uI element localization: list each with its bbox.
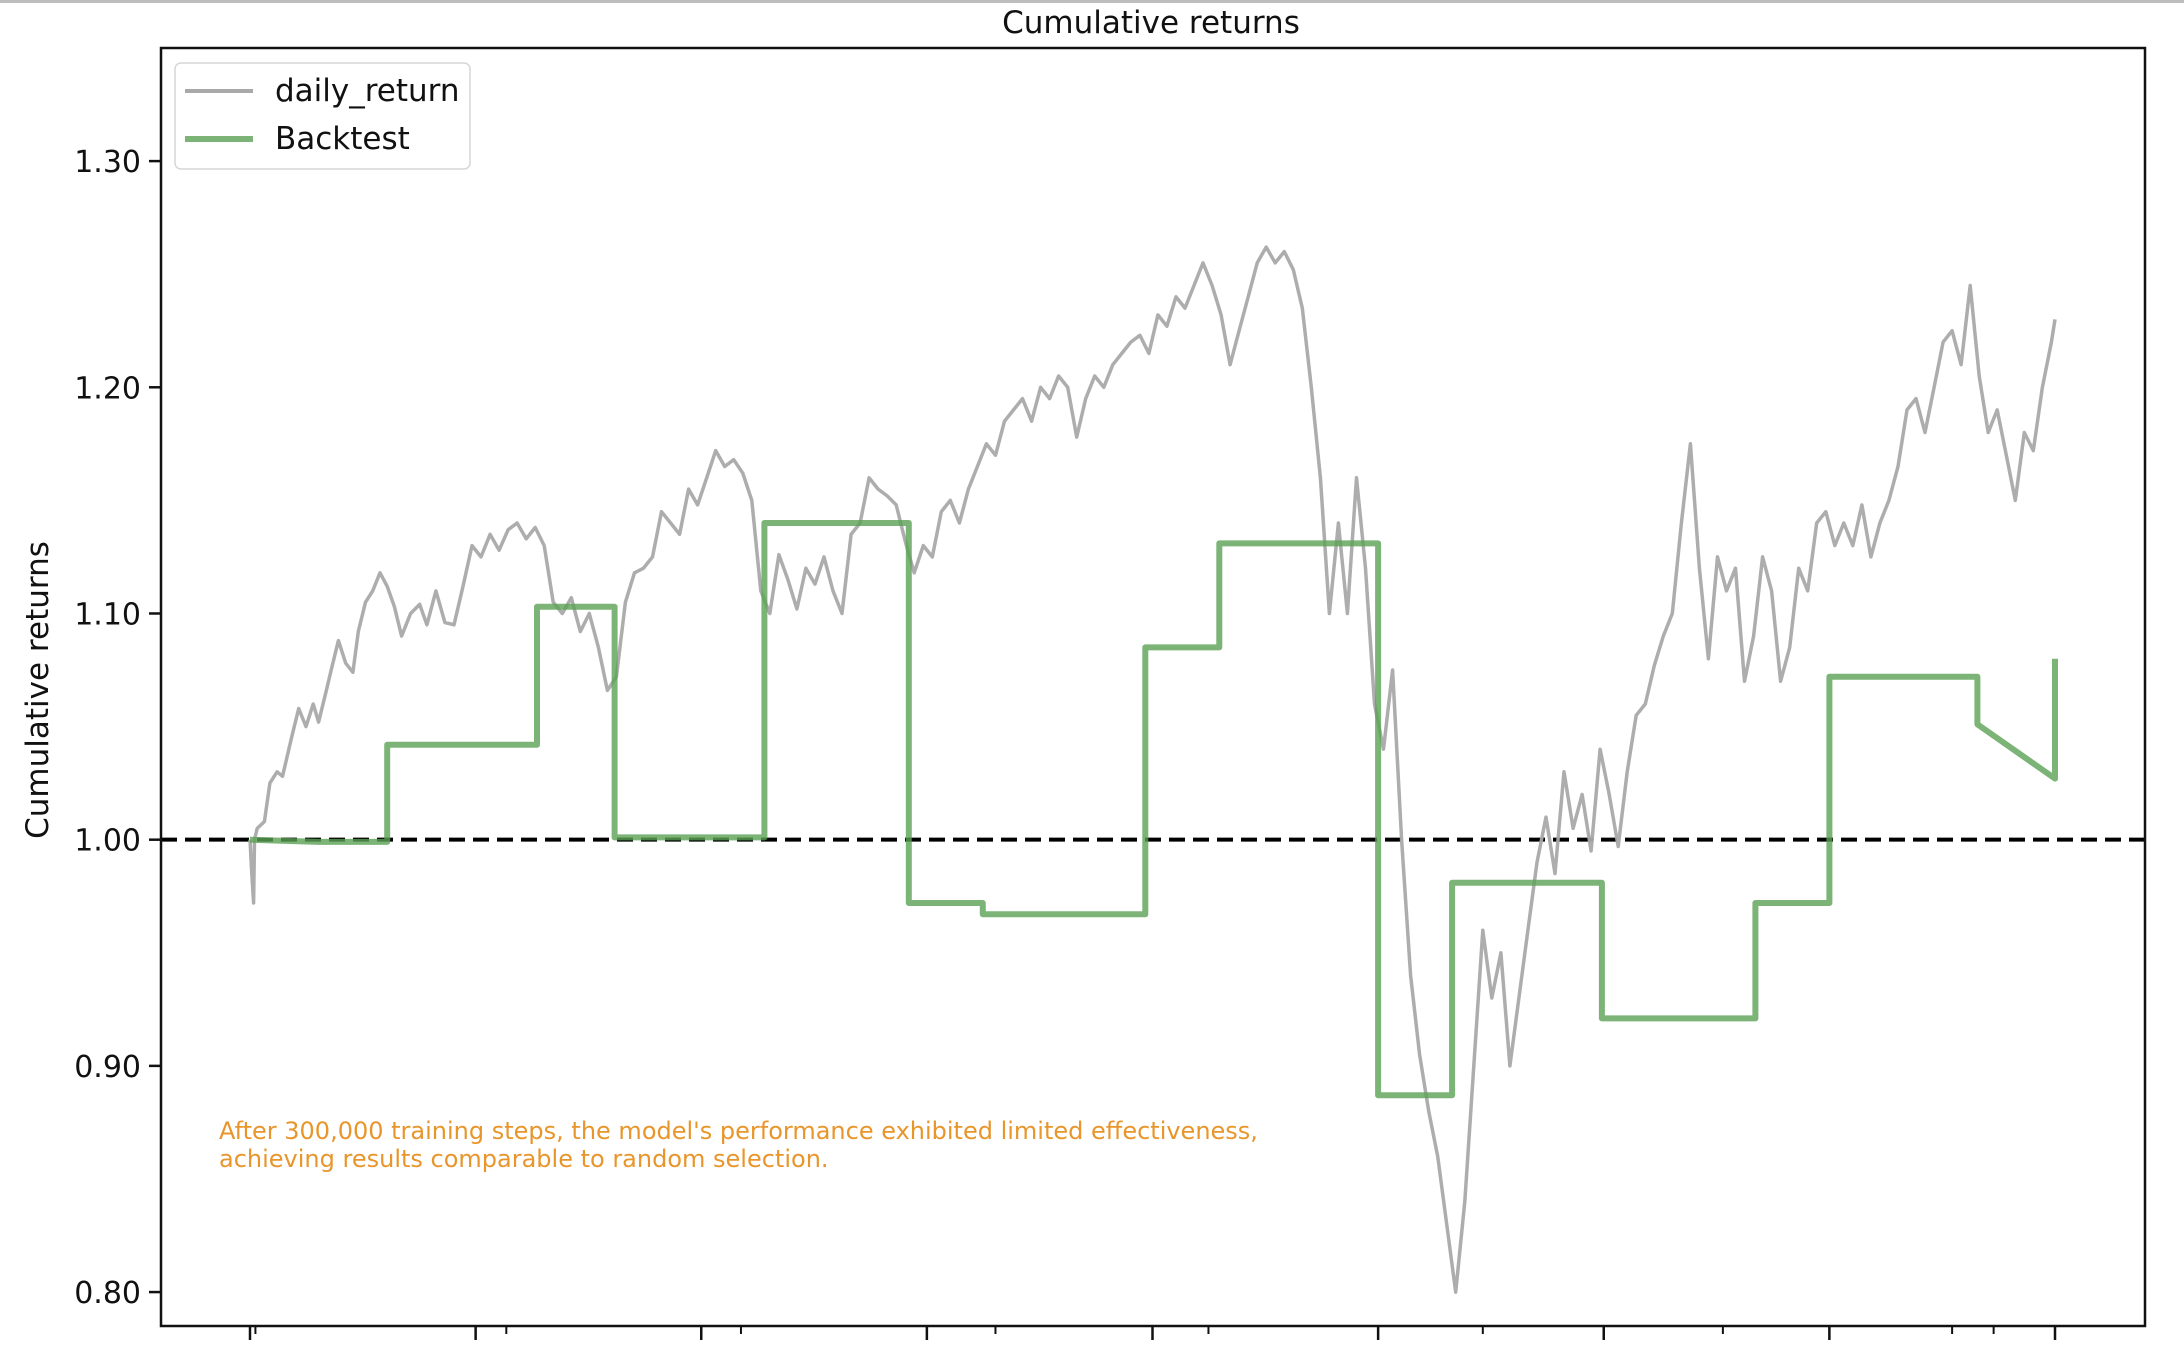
window-top-border: [0, 0, 2184, 3]
annotation-line-1: After 300,000 training steps, the model'…: [219, 1117, 1258, 1145]
y-tick-label: 0.90: [74, 1050, 141, 1085]
annotation-line-2: achieving results comparable to random s…: [219, 1145, 829, 1173]
axes-ticks: 0.80 0.90 1.00 1.10 1.20 1.30: [74, 145, 2057, 1340]
y-tick-label: 0.80: [74, 1276, 141, 1311]
annotation-note: After 300,000 training steps, the model'…: [219, 1117, 1258, 1173]
series-lines: [161, 245, 2145, 1294]
chart-title: Cumulative returns: [1002, 5, 1300, 41]
series-line-backtest: [249, 520, 2058, 1099]
series-line-daily-return: [248, 245, 2057, 1294]
y-tick-label: 1.30: [74, 145, 141, 180]
legend: daily_return Backtest: [174, 62, 471, 170]
y-axis-label: Cumulative returns: [20, 541, 56, 839]
y-tick-label: 1.10: [74, 597, 141, 632]
y-tick-label: 1.00: [74, 824, 141, 859]
y-tick-label: 1.20: [74, 371, 141, 406]
legend-label-backtest: Backtest: [275, 121, 410, 157]
legend-label-daily-return: daily_return: [275, 73, 460, 109]
plot-area-frame: [159, 46, 2147, 1328]
